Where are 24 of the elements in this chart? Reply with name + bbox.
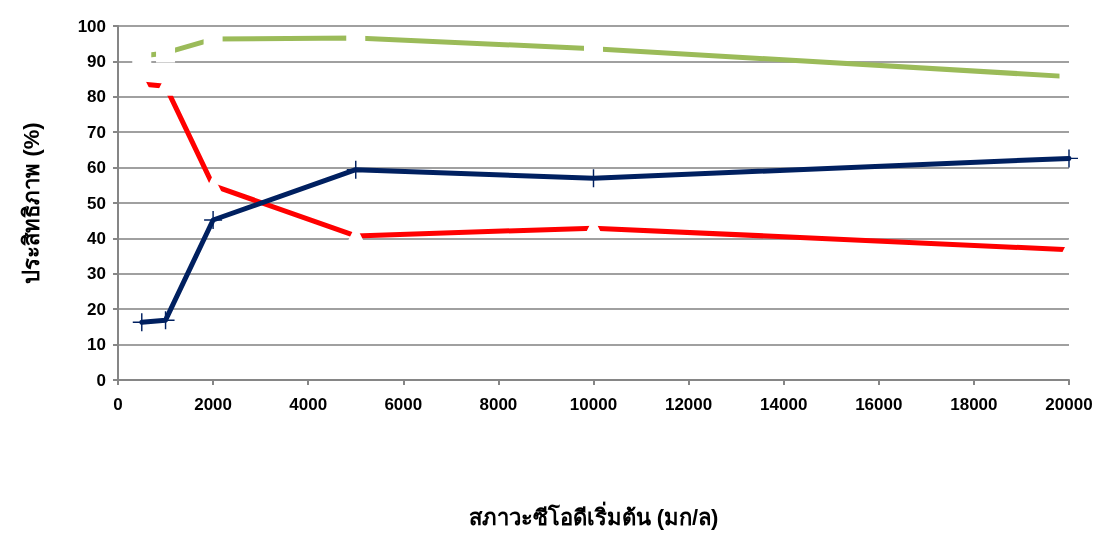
y-tick-label: 40 (87, 228, 106, 248)
x-tick-label: 8000 (479, 395, 518, 414)
x-tick-label: 6000 (384, 395, 423, 414)
y-axis-title: ประสิทธิภาพ (%) (18, 122, 44, 284)
y-tick-label: 90 (87, 51, 106, 71)
y-tick-label: 10 (87, 335, 106, 355)
x-tick-label: 14000 (760, 395, 808, 414)
x-tick-label: 12000 (664, 395, 713, 414)
x-tick-label: 18000 (950, 395, 998, 414)
x-axis-title: สภาวะซีโอดีเริ่มต้น (มก/ล) (468, 500, 719, 530)
y-tick-label: 30 (87, 264, 106, 284)
y-tick-label: 50 (87, 193, 106, 213)
x-tick-label: 10000 (569, 395, 618, 414)
y-tick-label: 80 (87, 87, 106, 107)
y-tick-label: 60 (87, 158, 106, 178)
y-tick-label: 20 (87, 299, 106, 319)
x-tick-label: 20000 (1045, 395, 1093, 414)
x-tick-label: 16000 (855, 395, 903, 414)
y-tick-label: 70 (87, 122, 106, 142)
y-tick-label: 100 (77, 16, 106, 36)
x-tick-label: 4000 (289, 395, 328, 414)
x-tick-label: 0 (113, 395, 123, 414)
y-tick-label: 0 (96, 370, 106, 390)
x-tick-label: 2000 (194, 395, 233, 414)
